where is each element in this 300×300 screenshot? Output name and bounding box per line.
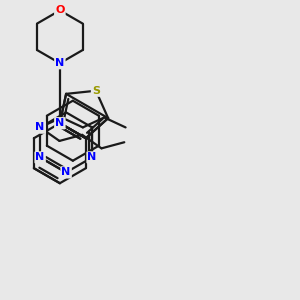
Text: N: N [61, 167, 71, 177]
Text: N: N [35, 122, 45, 132]
Text: S: S [92, 86, 100, 96]
Text: O: O [55, 5, 64, 15]
Text: N: N [55, 58, 64, 68]
Text: N: N [35, 122, 45, 132]
Text: N: N [55, 118, 64, 128]
Text: N: N [35, 152, 45, 162]
Text: N: N [88, 152, 97, 162]
